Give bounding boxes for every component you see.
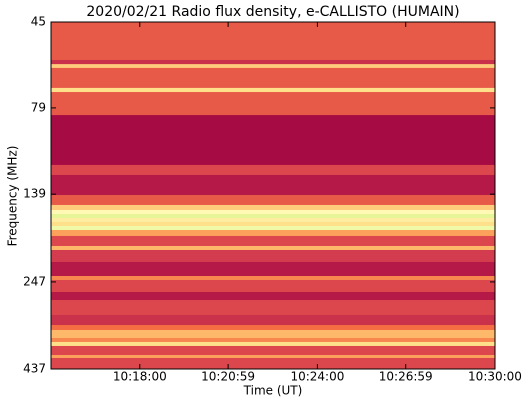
x-tick-label: 10:20:59	[201, 370, 255, 384]
frequency-band	[51, 92, 495, 116]
plot-area	[51, 22, 495, 370]
frequency-band	[51, 345, 495, 356]
frequency-band	[51, 329, 495, 339]
frequency-band	[51, 59, 495, 65]
frequency-band	[51, 87, 495, 93]
frequency-band	[51, 67, 495, 89]
x-tick-label: 10:30:00	[468, 370, 522, 384]
x-tick-label: 10:24:00	[290, 370, 344, 384]
y-tick-label: 139	[23, 187, 46, 201]
frequency-band	[51, 275, 495, 281]
frequency-band	[51, 64, 495, 69]
frequency-band	[51, 325, 495, 331]
y-tick-label: 437	[23, 362, 46, 376]
frequency-band	[51, 249, 495, 263]
frequency-band	[51, 213, 495, 219]
frequency-band	[51, 22, 495, 61]
plot-frame	[50, 21, 496, 370]
frequency-band	[51, 204, 495, 211]
frequency-band	[51, 338, 495, 343]
frequency-band	[51, 225, 495, 231]
frequency-band	[51, 235, 495, 247]
x-tick-label: 10:26:59	[379, 370, 433, 384]
frequency-band	[51, 300, 495, 316]
frequency-band	[51, 292, 495, 301]
frequency-band	[51, 221, 495, 227]
chart-title: 2020/02/21 Radio flux density, e-CALLIST…	[86, 4, 459, 20]
frequency-band	[51, 262, 495, 277]
frequency-band	[51, 115, 495, 166]
frequency-band	[51, 195, 495, 206]
frequency-band	[51, 164, 495, 176]
frequency-band	[51, 209, 495, 215]
frequency-band	[51, 230, 495, 237]
frequency-band	[51, 217, 495, 223]
frequency-band	[51, 315, 495, 326]
frequency-band	[51, 354, 495, 359]
frequency-band	[51, 341, 495, 347]
axes: 45 79 139 247 437 10:18:00 10:20:59 10:24:00 10:…	[23, 15, 522, 384]
y-tick-label: 45	[31, 15, 46, 29]
y-axis-label: Frequency (MHz)	[6, 146, 20, 247]
x-axis-label: Time (UT)	[243, 384, 303, 398]
frequency-band	[51, 174, 495, 196]
x-tick-label: 10:18:00	[113, 370, 167, 384]
y-tick-label: 79	[31, 100, 46, 114]
frequency-band	[51, 357, 495, 370]
frequency-band	[51, 245, 495, 251]
frequency-band	[51, 279, 495, 293]
y-tick-label: 247	[23, 274, 46, 288]
